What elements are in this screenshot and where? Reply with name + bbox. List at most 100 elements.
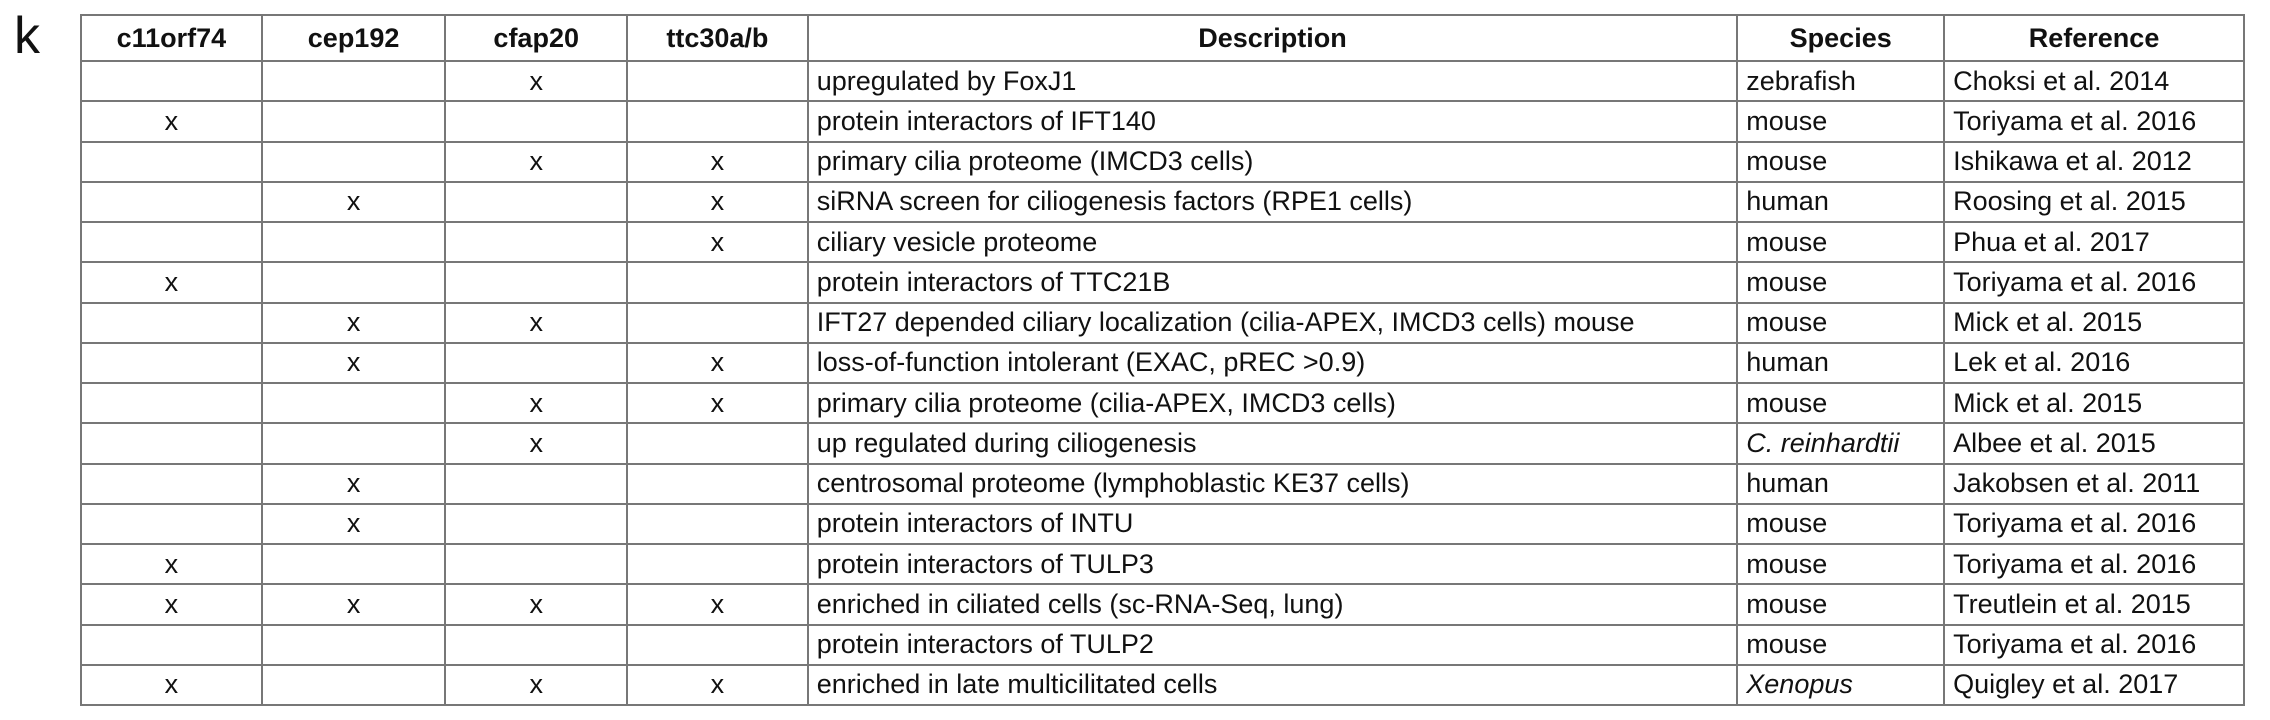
table-cell: zebrafish	[1736, 59, 1946, 103]
table-cell: mouse	[1736, 301, 1946, 344]
table-row: protein interactors of TULP2 mouse Toriyam…	[80, 623, 2245, 666]
mark-cell	[444, 100, 629, 143]
column-header: ttc30a/b	[626, 14, 809, 62]
column-header: Species	[1736, 14, 1946, 62]
mark-cell	[260, 261, 447, 304]
mark-cell: x	[626, 180, 809, 224]
mark-cell: x	[260, 301, 447, 344]
mark-cell	[80, 220, 263, 264]
table-row: x x siRNA screen for ciliogenesis factors …	[80, 180, 2245, 224]
mark-cell	[260, 381, 447, 425]
table-row: x protein interactors of INTU mouse Toriyam…	[80, 502, 2245, 546]
table-cell: protein interactors of TULP2	[806, 623, 1739, 666]
table-cell: primary cilia proteome (IMCD3 cells)	[806, 140, 1739, 183]
mark-cell	[80, 422, 263, 465]
table-cell: siRNA screen for ciliogenesis factors (R…	[806, 180, 1739, 224]
table-cell: Jakobsen et al. 2011	[1943, 462, 2245, 505]
table-row: x x IFT27 depended ciliary localization (c…	[80, 301, 2245, 344]
table-cell: Toriyama et al. 2016	[1943, 100, 2245, 143]
mark-cell: x	[626, 341, 809, 385]
table-cell: loss-of-function intolerant (EXAC, pREC …	[806, 341, 1739, 385]
mark-cell	[626, 462, 809, 505]
table-row: x x primary cilia proteome (cilia-APEX, IM…	[80, 381, 2245, 425]
mark-cell	[626, 100, 809, 143]
column-header: Reference	[1943, 14, 2245, 62]
mark-cell: x	[444, 301, 629, 344]
table-cell: C. reinhardtii	[1736, 422, 1946, 465]
table-row: x x loss-of-function intolerant (EXAC, pRE…	[80, 341, 2245, 385]
mark-cell	[626, 502, 809, 546]
mark-cell	[626, 623, 809, 666]
mark-cell	[626, 301, 809, 344]
table-cell: IFT27 depended ciliary localization (cil…	[806, 301, 1739, 344]
table-cell: mouse	[1736, 381, 1946, 425]
table-cell: Toriyama et al. 2016	[1943, 502, 2245, 546]
mark-cell: x	[444, 583, 629, 626]
mark-cell	[260, 422, 447, 465]
table-row: x upregulated by FoxJ1 zebrafish Choksi et …	[80, 59, 2245, 103]
table-cell: mouse	[1736, 261, 1946, 304]
table-cell: protein interactors of TULP3	[806, 542, 1739, 586]
table-cell: Toriyama et al. 2016	[1943, 261, 2245, 304]
column-header: cep192	[260, 14, 447, 62]
mark-cell: x	[80, 542, 263, 586]
mark-cell: x	[626, 140, 809, 183]
mark-cell	[444, 220, 629, 264]
table-cell: Albee et al. 2015	[1943, 422, 2245, 465]
table-cell: human	[1736, 341, 1946, 385]
table-cell: mouse	[1736, 220, 1946, 264]
table-cell: enriched in ciliated cells (sc-RNA-Seq, …	[806, 583, 1739, 626]
mark-cell: x	[260, 583, 447, 626]
table-cell: Quigley et al. 2017	[1943, 663, 2245, 707]
table-row: x centrosomal proteome (lymphoblastic KE3…	[80, 462, 2245, 505]
table-cell: upregulated by FoxJ1	[806, 59, 1739, 103]
table-cell: Xenopus	[1736, 663, 1946, 707]
table-row: x up regulated during ciliogenesis C. rein…	[80, 422, 2245, 465]
mark-cell: x	[260, 502, 447, 546]
header-row: c11orf74 cep192 cfap20 ttc30a/b Description S…	[80, 14, 2245, 62]
table-cell: Choksi et al. 2014	[1943, 59, 2245, 103]
mark-cell	[444, 502, 629, 546]
table-cell: primary cilia proteome (cilia-APEX, IMCD…	[806, 381, 1739, 425]
mark-cell: x	[260, 341, 447, 385]
mark-cell	[626, 261, 809, 304]
table-row: x protein interactors of IFT140 mouse Toriy…	[80, 100, 2245, 143]
table-row: x x primary cilia proteome (IMCD3 cells) mo…	[80, 140, 2245, 183]
table-cell: Toriyama et al. 2016	[1943, 623, 2245, 666]
mark-cell: x	[260, 180, 447, 224]
mark-cell	[260, 100, 447, 143]
table-cell: mouse	[1736, 100, 1946, 143]
mark-cell	[444, 542, 629, 586]
mark-cell: x	[444, 422, 629, 465]
table-cell: mouse	[1736, 623, 1946, 666]
mark-cell	[444, 341, 629, 385]
mark-cell	[626, 59, 809, 103]
mark-cell	[80, 502, 263, 546]
table-header: c11orf74 cep192 cfap20 ttc30a/b Description S…	[80, 14, 2245, 62]
table-cell: Toriyama et al. 2016	[1943, 542, 2245, 586]
table-cell: protein interactors of TTC21B	[806, 261, 1739, 304]
mark-cell: x	[444, 140, 629, 183]
mark-cell	[626, 422, 809, 465]
mark-cell: x	[626, 583, 809, 626]
mark-cell	[80, 59, 263, 103]
table-row: x x x enriched in late multicilitated cells…	[80, 663, 2245, 707]
mark-cell	[80, 180, 263, 224]
mark-cell: x	[80, 100, 263, 143]
mark-cell: x	[80, 583, 263, 626]
table-cell: Roosing et al. 2015	[1943, 180, 2245, 224]
table-row: x protein interactors of TULP3 mouse Toriya…	[80, 542, 2245, 586]
table-cell: mouse	[1736, 502, 1946, 546]
table-cell: Phua et al. 2017	[1943, 220, 2245, 264]
mark-cell: x	[444, 381, 629, 425]
table-cell: mouse	[1736, 542, 1946, 586]
table-cell: mouse	[1736, 583, 1946, 626]
table-cell: human	[1736, 462, 1946, 505]
panel-label: k	[14, 7, 40, 65]
table-cell: protein interactors of IFT140	[806, 100, 1739, 143]
mark-cell	[80, 140, 263, 183]
table-cell: protein interactors of INTU	[806, 502, 1739, 546]
table-cell: Mick et al. 2015	[1943, 381, 2245, 425]
mark-cell	[80, 341, 263, 385]
table-cell: Ishikawa et al. 2012	[1943, 140, 2245, 183]
